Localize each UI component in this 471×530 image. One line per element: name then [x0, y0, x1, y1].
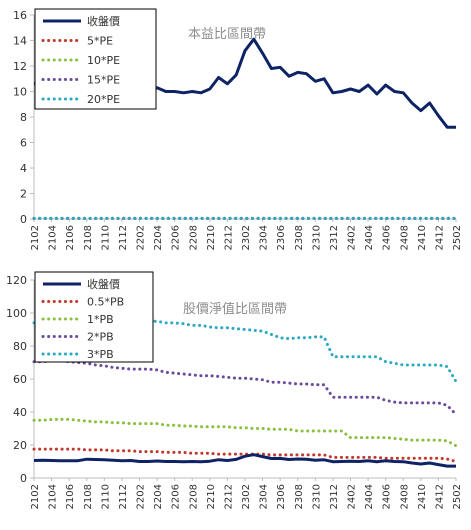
y-tick-label: 14 — [13, 35, 27, 48]
x-tick-label: 2312 — [329, 484, 340, 509]
y-tick-label: 80 — [13, 340, 27, 353]
x-tick-label: 2208 — [188, 484, 199, 509]
legend-label-pe5: 5*PE — [87, 35, 113, 48]
legend-label-pb1: 1*PB — [87, 313, 114, 326]
x-tick-label: 2212 — [223, 225, 234, 250]
y-tick-label: 16 — [13, 9, 27, 22]
y-tick-label: 4 — [20, 162, 27, 175]
x-tick-label: 2406 — [382, 484, 393, 509]
x-tick-label: 2410 — [417, 484, 428, 509]
y-tick-label: 6 — [20, 137, 27, 150]
x-tick-label: 2202 — [136, 484, 147, 509]
x-tick-label: 2410 — [417, 225, 428, 250]
x-tick-label: 2206 — [171, 225, 182, 250]
x-tick-label: 2202 — [136, 225, 147, 250]
x-tick-label: 2306 — [276, 484, 287, 509]
y-tick-label: 8 — [20, 111, 27, 124]
y-tick-label: 2 — [20, 188, 27, 201]
x-tick-label: 2412 — [434, 225, 445, 250]
x-tick-label: 2412 — [434, 484, 445, 509]
chart-title: 本益比區間帶 — [188, 27, 266, 42]
x-tick-label: 2210 — [206, 484, 217, 509]
legend-label-pe15: 15*PE — [87, 74, 120, 87]
y-tick-label: 0 — [20, 472, 27, 485]
x-tick-label: 2304 — [259, 225, 270, 250]
x-tick-label: 2102 — [30, 484, 41, 509]
x-tick-label: 2204 — [153, 484, 164, 509]
series-line-pb2 — [32, 359, 458, 416]
x-tick-label: 2302 — [241, 484, 252, 509]
x-tick-label: 2408 — [399, 484, 410, 509]
legend-label-close: 收盤價 — [87, 14, 120, 28]
x-tick-label: 2312 — [329, 225, 340, 250]
x-tick-label: 2502 — [452, 484, 463, 509]
x-tick-label: 2404 — [364, 484, 375, 509]
x-tick-label: 2110 — [100, 484, 111, 509]
x-tick-label: 2404 — [364, 225, 375, 250]
x-tick-label: 2108 — [83, 225, 94, 250]
legend-label-pe10: 10*PE — [87, 54, 120, 67]
y-tick-label: 20 — [13, 439, 27, 452]
y-tick-label: 100 — [6, 307, 27, 320]
pb-band-chart-panel: 股價淨值比區間帶 0 20 40 60 80 100 120 2102 2104 2106 2108… — [0, 268, 471, 530]
legend-label-pb3: 3*PB — [87, 348, 114, 361]
x-tick-label: 2302 — [241, 225, 252, 250]
x-tick-label: 2406 — [382, 225, 393, 250]
x-tick-label: 2206 — [171, 484, 182, 509]
series-line-pb05 — [32, 447, 458, 463]
legend-label-pe20: 20*PE — [87, 93, 120, 106]
series-line-pb1 — [32, 417, 458, 448]
x-tick-label: 2402 — [347, 484, 358, 509]
chart-title: 股價淨值比區間帶 — [183, 301, 287, 317]
x-tick-label: 2204 — [153, 225, 164, 250]
legend-box — [34, 271, 154, 363]
x-tick-label: 2112 — [118, 225, 129, 250]
y-tick-label: 12 — [13, 60, 27, 73]
x-tick-label: 2208 — [188, 225, 199, 250]
legend-label-pb05: 0.5*PB — [87, 296, 124, 309]
x-tick-label: 2402 — [347, 225, 358, 250]
x-tick-label: 2408 — [399, 225, 410, 250]
legend-label-pb2: 2*PB — [87, 331, 114, 344]
x-tick-label: 2308 — [294, 484, 305, 509]
x-tick-label: 2306 — [276, 225, 287, 250]
legend-label-close: 收盤價 — [87, 277, 120, 291]
pe-band-chart: 本益比區間帶 0 2 4 6 8 10 12 14 16 2102 2104 2106 2108 2110… — [13, 8, 463, 250]
x-tick-label: 2310 — [311, 225, 322, 250]
x-tick-label: 2112 — [118, 484, 129, 509]
x-tick-label: 2502 — [452, 225, 463, 250]
y-tick-label: 10 — [13, 86, 27, 99]
x-tick-label: 2104 — [48, 484, 59, 509]
x-tick-label: 2310 — [311, 484, 322, 509]
x-tick-label: 2110 — [100, 225, 111, 250]
x-tick-label: 2102 — [30, 225, 41, 250]
x-tick-label: 2212 — [223, 484, 234, 509]
x-tick-label: 2104 — [48, 225, 59, 250]
series-line-close — [33, 453, 456, 468]
y-tick-label: 60 — [13, 373, 27, 386]
x-tick-label: 2308 — [294, 225, 305, 250]
x-tick-label: 2106 — [65, 225, 76, 250]
y-tick-label: 0 — [20, 213, 27, 226]
x-tick-label: 2304 — [259, 484, 270, 509]
x-tick-label: 2210 — [206, 225, 217, 250]
y-tick-label: 120 — [6, 274, 27, 287]
x-tick-label: 2108 — [83, 484, 94, 509]
series-line-pb3 — [32, 311, 458, 383]
x-tick-label: 2106 — [65, 484, 76, 509]
pe-band-chart-panel: 本益比區間帶 0 2 4 6 8 10 12 14 16 2102 2104 2106 2108 2110… — [0, 0, 471, 262]
pb-band-chart: 股價淨值比區間帶 0 20 40 60 80 100 120 2102 2104 2106 2108… — [6, 271, 463, 509]
y-tick-label: 40 — [13, 406, 27, 419]
